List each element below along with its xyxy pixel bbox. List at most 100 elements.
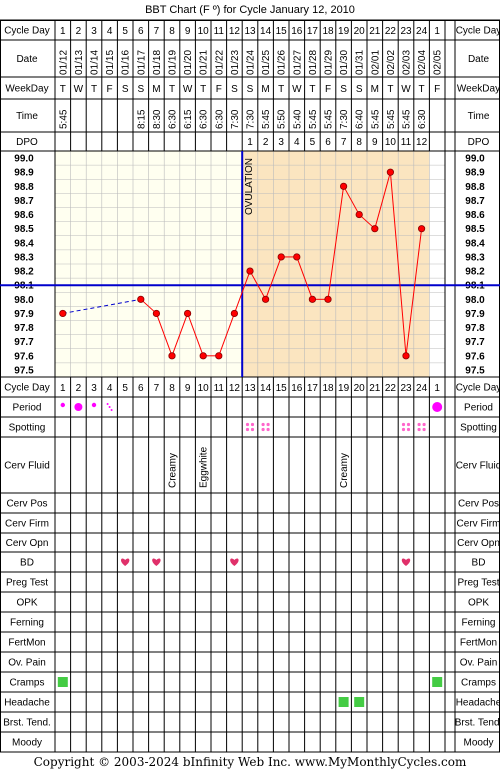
cycle-day-number: 22 xyxy=(385,26,397,37)
row-label-right-dpo: DPO xyxy=(468,137,490,148)
weekday-label: T xyxy=(169,84,175,95)
temp-segment xyxy=(187,313,204,356)
time-label: 5:45 xyxy=(370,109,381,129)
row-label-period: Period xyxy=(13,403,42,414)
cycle-day-number: 20 xyxy=(354,26,366,37)
row-label-cycle-day: Cycle Day xyxy=(4,26,50,37)
chart-title: BBT Chart (F º) for Cycle January 12, 20… xyxy=(145,4,355,16)
row-label-date: Date xyxy=(16,54,38,65)
headache-marker xyxy=(338,697,349,707)
weekday-label: T xyxy=(309,84,315,95)
temp-tick-label: 98.0 xyxy=(14,295,34,306)
time-label: 6:30 xyxy=(199,109,210,129)
temp-point xyxy=(417,225,426,233)
weekday-label: W xyxy=(74,84,84,95)
cycle-day-number: 1 xyxy=(60,26,66,37)
temp-segment xyxy=(343,186,360,215)
cycle-day-number: 15 xyxy=(276,26,288,37)
row-label-right-date: Date xyxy=(468,54,490,65)
temp-tick-label-right: 97.9 xyxy=(465,309,485,320)
cycle-day-number-lower: 12 xyxy=(229,383,241,394)
temp-segment xyxy=(171,313,189,356)
temp-point xyxy=(324,295,332,303)
row-label-spotting: Spotting xyxy=(9,423,46,434)
row-label-ferning: Ferning xyxy=(10,618,44,629)
row-label-right-cerv-firm: Cerv Firm xyxy=(457,519,500,530)
time-label: 5:45 xyxy=(324,109,335,129)
dpo-number: 4 xyxy=(294,137,300,148)
dpo-number: 8 xyxy=(356,137,362,148)
weekday-label: M xyxy=(261,84,269,95)
cycle-day-number: 6 xyxy=(138,26,144,37)
cycle-day-number: 9 xyxy=(185,26,191,37)
date-label: 01/16 xyxy=(121,50,132,75)
temp-tick-label-right: 97.7 xyxy=(465,337,485,348)
period-spotting-dot xyxy=(106,403,109,405)
temp-point xyxy=(308,295,316,303)
cycle-day-number: 5 xyxy=(122,26,128,37)
weekday-label: F xyxy=(325,84,331,95)
cycle-day-number: 16 xyxy=(291,26,303,37)
cycle-day-number: 10 xyxy=(198,26,210,37)
time-label: 6:40 xyxy=(355,109,366,129)
dpo-number: 7 xyxy=(341,137,347,148)
spotting-dot xyxy=(401,422,406,427)
temp-tick-label-right: 99.0 xyxy=(465,154,485,165)
date-label: 01/15 xyxy=(105,50,116,75)
cerv-fluid-label: Creamy xyxy=(339,453,350,488)
row-label-preg-test: Preg Test xyxy=(6,578,48,589)
spotting-dot xyxy=(250,427,255,432)
bd-heart-icon xyxy=(152,558,161,566)
date-label: 01/20 xyxy=(183,50,194,75)
temp-tick-label: 98.3 xyxy=(14,252,34,263)
temp-tick-label: 98.7 xyxy=(14,196,34,207)
dpo-number: 11 xyxy=(401,137,412,148)
date-label: 01/24 xyxy=(246,50,257,75)
temp-tick-label: 98.8 xyxy=(14,182,34,193)
cycle-day-number-lower: 9 xyxy=(185,383,191,394)
weekday-label: T xyxy=(387,84,393,95)
time-label: 5:40 xyxy=(292,109,303,129)
temp-point xyxy=(371,225,379,233)
row-label-right-fertmon: FertMon xyxy=(460,638,497,649)
date-label: 01/14 xyxy=(90,50,101,75)
cycle-day-number-lower: 20 xyxy=(354,383,366,394)
temp-tick-label: 97.9 xyxy=(14,309,34,320)
cycle-day-number-lower: 19 xyxy=(338,383,350,394)
row-label-cerv-pos: Cerv Pos xyxy=(6,499,47,510)
weekday-label: T xyxy=(278,84,284,95)
temp-point xyxy=(230,309,238,318)
temp-point xyxy=(199,352,207,360)
temp-segment xyxy=(233,270,251,314)
date-label: 01/30 xyxy=(339,50,350,75)
weekday-label: S xyxy=(122,84,129,95)
date-label: 01/19 xyxy=(168,50,179,75)
temp-point xyxy=(168,352,176,360)
row-label-right-cerv-opn: Cerv Opn xyxy=(457,538,500,549)
time-label: 7:30 xyxy=(339,109,350,129)
weekday-label: M xyxy=(371,84,379,95)
temp-segment xyxy=(62,298,141,314)
weekday-label: F xyxy=(107,84,113,95)
spotting-dot xyxy=(422,427,426,432)
bd-heart-icon xyxy=(121,558,130,566)
date-label: 01/13 xyxy=(74,50,85,75)
cycle-day-number-lower: 7 xyxy=(154,383,160,394)
cycle-day-number: 11 xyxy=(214,26,225,37)
cycle-day-number: 21 xyxy=(369,26,381,37)
cycle-day-number-lower: 24 xyxy=(416,383,428,394)
date-label: 02/04 xyxy=(417,50,428,75)
cycle-day-number: 14 xyxy=(260,26,272,37)
row-label-cerv-firm: Cerv Firm xyxy=(5,519,49,530)
row-label-right-ferning: Ferning xyxy=(462,618,496,629)
cycle-day-number: 4 xyxy=(107,26,113,37)
cerv-fluid-label: Creamy xyxy=(168,453,179,488)
cycle-day-number-lower: 1 xyxy=(434,383,440,394)
row-label-right-spotting: Spotting xyxy=(460,423,497,434)
time-label: 5:45 xyxy=(402,109,413,129)
period-dot-medium xyxy=(74,403,83,411)
row-label-right-time: Time xyxy=(468,111,490,122)
spotting-dot xyxy=(417,422,421,427)
temp-tick-label-right: 97.6 xyxy=(465,351,485,362)
